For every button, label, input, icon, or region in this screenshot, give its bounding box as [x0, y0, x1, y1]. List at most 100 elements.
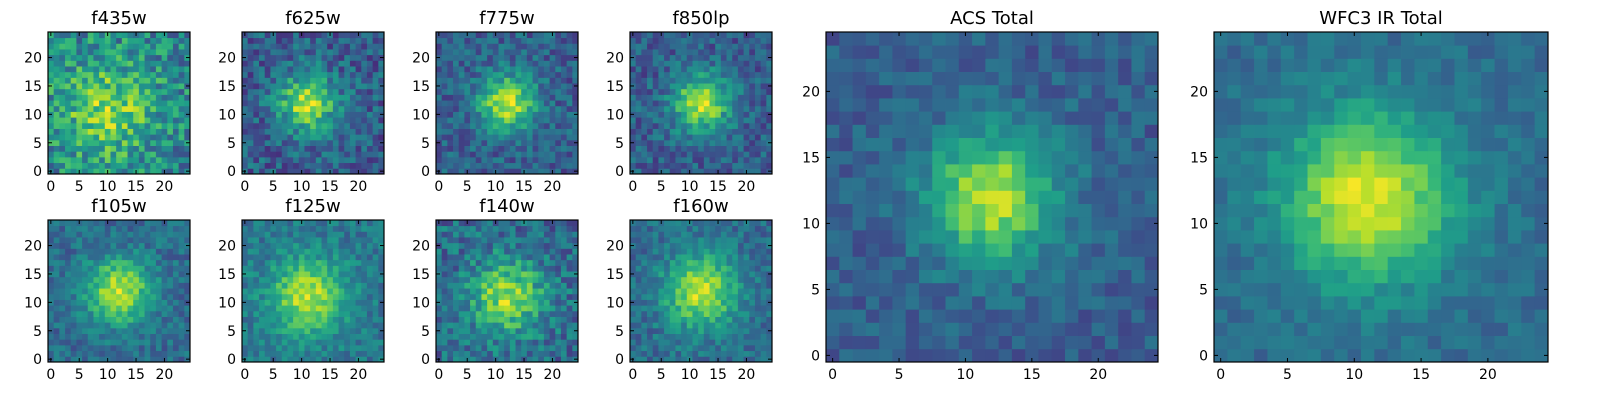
heatmap-cell [332, 293, 339, 300]
heatmap-cell [138, 305, 145, 312]
heatmap-cell [675, 316, 682, 323]
heatmap-cell [349, 254, 356, 261]
heatmap-cell [760, 168, 767, 175]
heatmap-cell [253, 339, 260, 346]
heatmap-cell [675, 276, 682, 283]
heatmap-cell [93, 254, 100, 261]
heatmap-cell [470, 100, 477, 107]
heatmap-cell [492, 310, 499, 317]
heatmap-cell [543, 305, 550, 312]
heatmap-cell [504, 139, 511, 146]
heatmap-cell [698, 60, 705, 67]
heatmap-cell [48, 151, 55, 158]
heatmap-cell [287, 327, 294, 334]
heatmap-cell [538, 293, 545, 300]
heatmap-cell [709, 344, 716, 352]
heatmap-cell [349, 322, 356, 329]
heatmap-cell [121, 128, 128, 135]
heatmap-cell [464, 316, 471, 323]
heatmap-cell [116, 83, 123, 90]
heatmap-cell [293, 151, 300, 158]
heatmap-cell [178, 310, 185, 317]
heatmap-cell [242, 305, 249, 312]
heatmap-cell [675, 139, 682, 146]
heatmap-cell [766, 288, 773, 295]
heatmap-cell [327, 242, 334, 249]
heatmap-cell [498, 344, 505, 352]
heatmap-cell [338, 350, 345, 357]
heatmap-cell [458, 299, 465, 306]
heatmap-cell [487, 71, 494, 78]
heatmap-cell [378, 350, 385, 357]
heatmap-cell [549, 350, 556, 357]
heatmap-cell [504, 77, 511, 84]
heatmap-cell [681, 299, 688, 306]
heatmap-cell [543, 162, 550, 169]
heatmap-cell [464, 237, 471, 244]
heatmap-cell [549, 156, 556, 164]
heatmap-cell [481, 128, 488, 135]
heatmap-cell [737, 43, 744, 50]
heatmap-cell [161, 322, 168, 329]
heatmap-cell [766, 134, 773, 141]
heatmap-cell [681, 32, 688, 39]
heatmap-cell [93, 242, 100, 249]
heatmap-cell [172, 105, 180, 112]
heatmap-cell [515, 327, 522, 334]
heatmap-cell [726, 32, 733, 39]
heatmap-cell [242, 37, 249, 44]
heatmap-cell [293, 162, 300, 169]
x-tick-label: 15 [127, 367, 145, 383]
heatmap-cell [686, 117, 693, 124]
heatmap-cell [492, 100, 499, 107]
heatmap-cell [338, 242, 345, 249]
heatmap-cell [104, 156, 111, 164]
heatmap-cell [304, 282, 311, 289]
heatmap-cell [355, 305, 362, 312]
heatmap-cell [150, 299, 157, 306]
heatmap-cell [436, 344, 443, 352]
heatmap-cell [259, 100, 266, 107]
heatmap-cell [242, 231, 249, 238]
heatmap-cell [709, 316, 716, 323]
heatmap-cell [754, 299, 762, 306]
heatmap-cell [167, 316, 174, 323]
heatmap-cell [104, 322, 111, 329]
heatmap-cell [53, 117, 60, 124]
heatmap-cell [726, 145, 733, 152]
heatmap-cell [327, 293, 334, 300]
heatmap-cell [549, 145, 556, 152]
heatmap-cell [549, 248, 556, 255]
heatmap-cell [555, 310, 562, 317]
heatmap-cell [481, 145, 488, 152]
heatmap-cell [538, 242, 545, 249]
heatmap-cell [298, 310, 305, 317]
heatmap-cell [372, 350, 379, 357]
heatmap-cell [259, 288, 266, 295]
heatmap-cell [737, 71, 744, 78]
heatmap-cell [355, 88, 362, 95]
heatmap-cell [366, 37, 374, 44]
heatmap-cell [344, 168, 351, 175]
heatmap-cell [253, 162, 260, 169]
heatmap-cell [521, 242, 528, 249]
heatmap-cell [549, 139, 556, 146]
heatmap-cell [127, 276, 134, 283]
heatmap-cell [464, 271, 471, 278]
heatmap-cell [70, 88, 77, 95]
heatmap-cell [87, 265, 94, 272]
heatmap-cell [458, 254, 465, 261]
heatmap-cell [675, 271, 682, 278]
heatmap-cell [509, 327, 516, 334]
heatmap-cell [264, 231, 271, 238]
heatmap-cell [167, 248, 174, 255]
x-tick-label: 5 [75, 179, 84, 195]
heatmap-cell [327, 134, 334, 141]
heatmap-cell [293, 310, 300, 317]
heatmap-cell [82, 242, 89, 249]
heatmap-cell [138, 254, 145, 261]
heatmap-cell [498, 49, 505, 56]
heatmap-cell [560, 225, 568, 232]
heatmap-cell [675, 293, 682, 300]
heatmap-cell [447, 288, 454, 295]
